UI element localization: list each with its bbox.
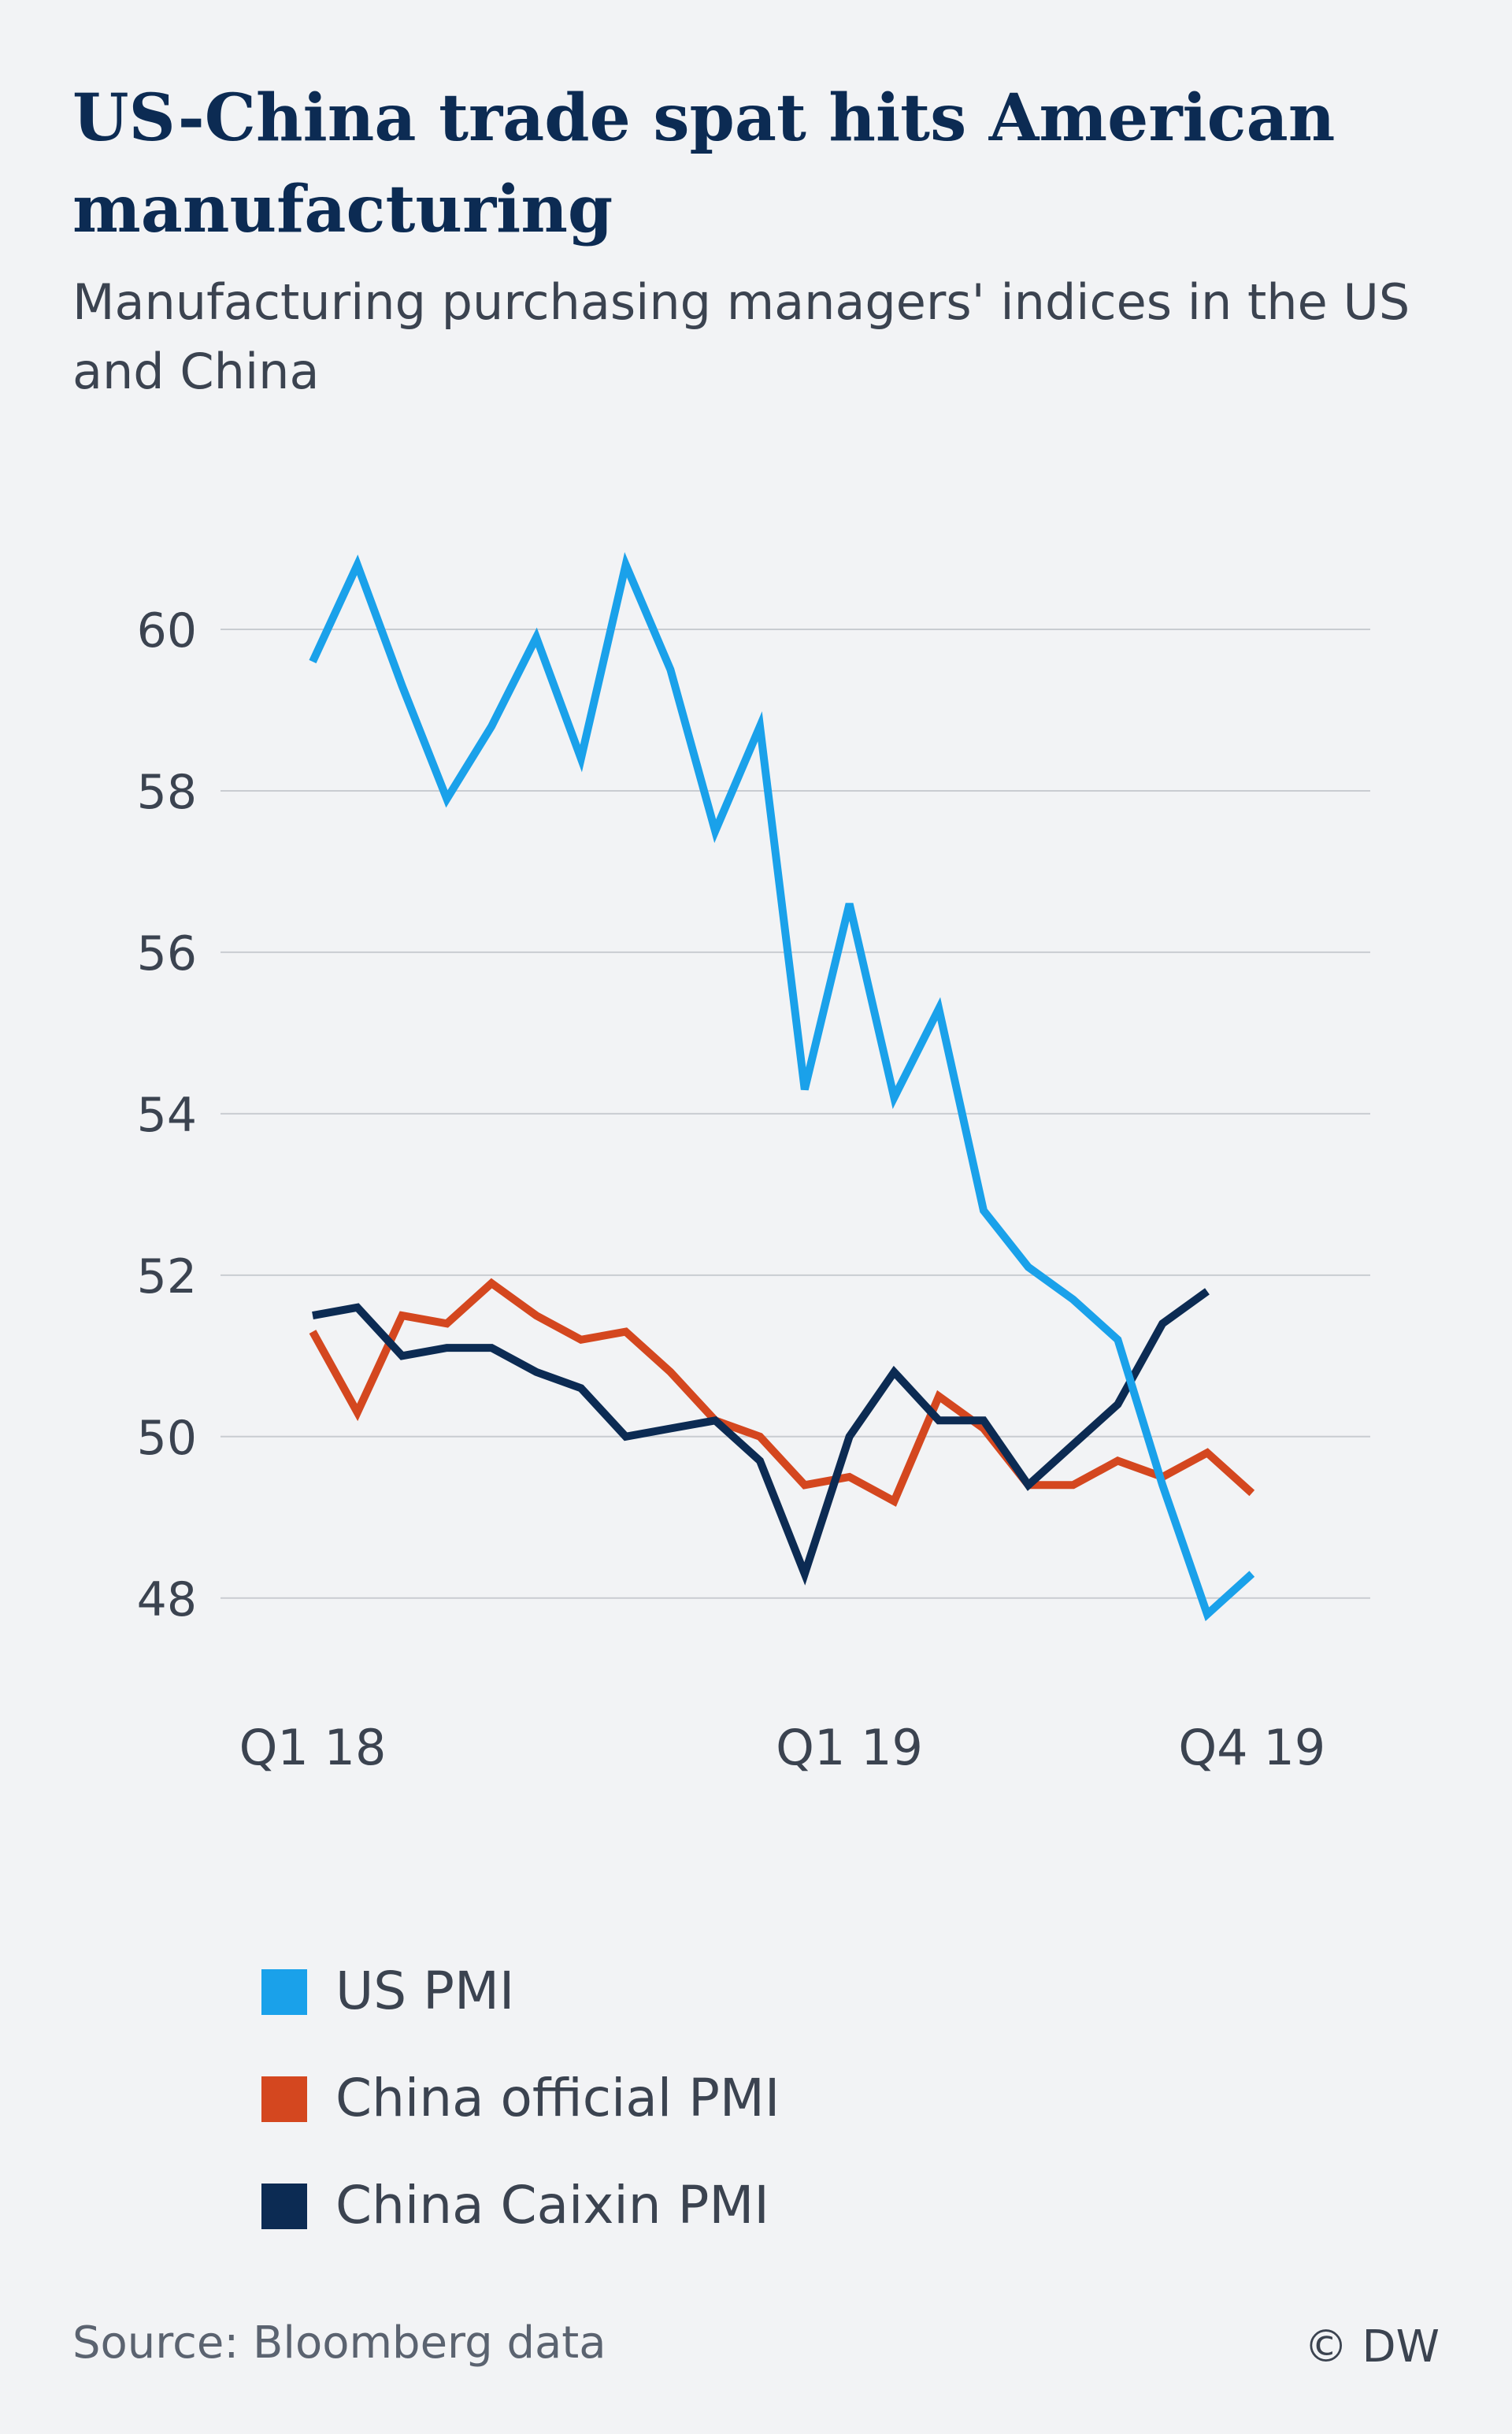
series-line-us-pmi (309, 551, 1255, 1622)
gridlines (220, 628, 1370, 1599)
series-lines (309, 551, 1255, 1622)
chart-title: US-China trade spat hits American manufa… (72, 80, 1336, 247)
series-line-china-caixin-pmi (312, 1288, 1210, 1586)
y-tick-label: 60 (137, 603, 197, 659)
y-tick-label: 48 (137, 1572, 197, 1627)
y-axis-ticks: 48 50 52 54 56 58 60 (137, 603, 197, 1627)
y-tick-label: 52 (137, 1249, 197, 1304)
y-tick-label: 54 (137, 1088, 197, 1143)
source-note: Source: Bloomberg data (72, 2317, 606, 2369)
legend-swatch-china-caixin-pmi (261, 2184, 307, 2229)
legend-swatch-us-pmi (261, 1969, 307, 2015)
legend-swatch-china-official-pmi (261, 2076, 307, 2122)
line-chart: 48 50 52 54 56 58 60 Q1 18 Q1 19 Q4 19 (137, 551, 1370, 1776)
legend-label-china-caixin-pmi: China Caixin PMI (335, 2175, 769, 2235)
series-line-china-official-pmi (309, 1278, 1255, 1507)
dw-credit: © DW (1303, 2321, 1440, 2373)
x-tick-label: Q1 18 (239, 1719, 387, 1776)
y-tick-label: 50 (137, 1411, 197, 1466)
x-tick-label: Q1 19 (776, 1719, 923, 1776)
y-tick-label: 56 (137, 926, 197, 981)
x-tick-label: Q4 19 (1178, 1719, 1325, 1776)
legend-label-china-official-pmi: China official PMI (335, 2068, 780, 2128)
x-axis-ticks: Q1 18 Q1 19 Q4 19 (239, 1719, 1326, 1776)
y-tick-label: 58 (137, 765, 197, 820)
chart-subtitle: Manufacturing purchasing managers' indic… (72, 273, 1410, 400)
legend-label-us-pmi: US PMI (335, 1961, 515, 2021)
